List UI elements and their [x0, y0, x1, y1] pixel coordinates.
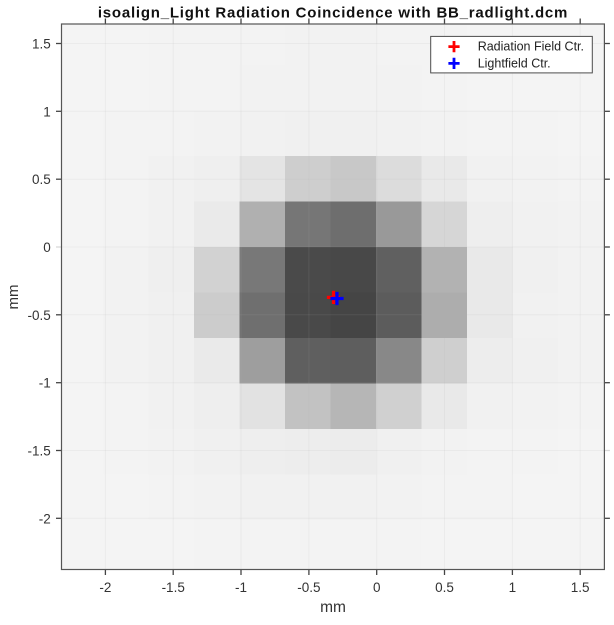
- svg-text:1.5: 1.5: [32, 37, 51, 52]
- svg-text:mm: mm: [320, 599, 346, 616]
- svg-text:0.5: 0.5: [32, 172, 51, 187]
- svg-text:1.5: 1.5: [571, 580, 590, 595]
- svg-text:isoalign_Light Radiation Coinc: isoalign_Light Radiation Coincidence wit…: [98, 4, 568, 21]
- svg-text:Lightfield Ctr.: Lightfield Ctr.: [478, 56, 551, 70]
- svg-text:-2: -2: [99, 580, 111, 595]
- svg-text:0.5: 0.5: [435, 580, 454, 595]
- svg-text:-1: -1: [235, 580, 247, 595]
- svg-text:-1: -1: [39, 376, 51, 391]
- svg-text:-0.5: -0.5: [297, 580, 320, 595]
- svg-text:mm: mm: [5, 285, 22, 310]
- svg-text:1: 1: [43, 104, 51, 119]
- svg-text:0: 0: [43, 240, 51, 255]
- svg-text:1: 1: [509, 580, 517, 595]
- svg-text:Radiation Field Ctr.: Radiation Field Ctr.: [478, 40, 584, 54]
- svg-text:-1.5: -1.5: [28, 444, 51, 459]
- svg-text:0: 0: [373, 580, 381, 595]
- svg-text:-1.5: -1.5: [162, 580, 185, 595]
- svg-text:-2: -2: [39, 511, 51, 526]
- svg-text:-0.5: -0.5: [28, 308, 51, 323]
